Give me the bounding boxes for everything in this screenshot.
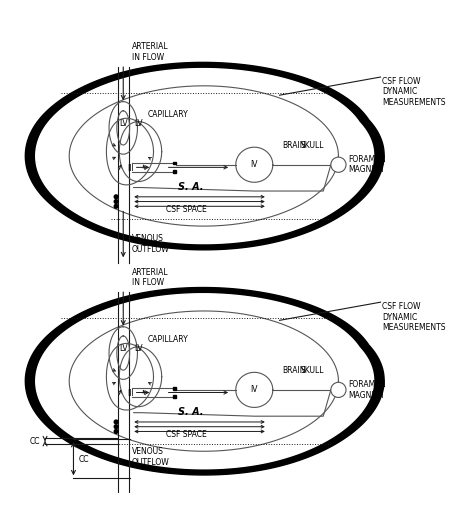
Circle shape bbox=[114, 200, 118, 203]
Bar bbox=[173, 161, 176, 165]
Text: CAPILLARY: CAPILLARY bbox=[148, 335, 189, 344]
Text: SKULL: SKULL bbox=[301, 366, 324, 375]
Text: VENOUS
OUTFLOW: VENOUS OUTFLOW bbox=[132, 448, 170, 467]
Text: LV: LV bbox=[120, 344, 128, 353]
Bar bbox=[173, 396, 176, 398]
Text: CSF SPACE: CSF SPACE bbox=[166, 430, 207, 439]
Text: LV: LV bbox=[134, 119, 143, 128]
Circle shape bbox=[114, 430, 118, 433]
Text: ARTERIAL
IN FLOW: ARTERIAL IN FLOW bbox=[132, 42, 168, 62]
Circle shape bbox=[114, 204, 118, 208]
Polygon shape bbox=[36, 68, 374, 244]
Text: FORAMEN
MAGNUM: FORAMEN MAGNUM bbox=[348, 380, 386, 400]
Text: IV: IV bbox=[251, 160, 258, 169]
Text: ARTERIAL
IN FLOW: ARTERIAL IN FLOW bbox=[132, 268, 168, 287]
Polygon shape bbox=[36, 294, 374, 469]
Text: CC: CC bbox=[78, 455, 89, 464]
Circle shape bbox=[114, 195, 118, 199]
Text: CC: CC bbox=[30, 436, 40, 446]
Text: BRAIN: BRAIN bbox=[282, 141, 305, 150]
Text: III: III bbox=[127, 389, 134, 398]
Text: S. A.: S. A. bbox=[178, 407, 203, 417]
Text: FORAMEN
MAGNUM: FORAMEN MAGNUM bbox=[348, 155, 386, 174]
Text: LV: LV bbox=[134, 344, 143, 353]
Text: CSF FLOW
DYNAMIC
MEASUREMENTS: CSF FLOW DYNAMIC MEASUREMENTS bbox=[382, 77, 446, 107]
Text: SKULL: SKULL bbox=[301, 141, 324, 150]
Text: S. A.: S. A. bbox=[178, 182, 203, 192]
Circle shape bbox=[114, 425, 118, 429]
Circle shape bbox=[331, 157, 346, 172]
Polygon shape bbox=[25, 62, 384, 250]
Bar bbox=[173, 170, 176, 173]
Bar bbox=[173, 387, 176, 389]
Text: III: III bbox=[127, 164, 134, 173]
Text: CSF SPACE: CSF SPACE bbox=[166, 205, 207, 214]
Text: VENOUS
OUTFLOW: VENOUS OUTFLOW bbox=[132, 234, 170, 253]
Circle shape bbox=[331, 382, 346, 398]
Circle shape bbox=[114, 420, 118, 424]
Text: LV: LV bbox=[120, 119, 128, 128]
Text: BRAIN: BRAIN bbox=[282, 366, 305, 375]
Text: CAPILLARY: CAPILLARY bbox=[148, 110, 189, 119]
Text: IV: IV bbox=[251, 385, 258, 394]
Text: CSF FLOW
DYNAMIC
MEASUREMENTS: CSF FLOW DYNAMIC MEASUREMENTS bbox=[382, 302, 446, 332]
Polygon shape bbox=[25, 288, 384, 475]
